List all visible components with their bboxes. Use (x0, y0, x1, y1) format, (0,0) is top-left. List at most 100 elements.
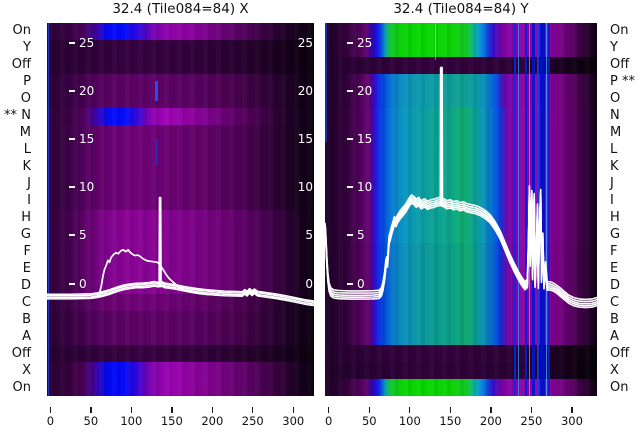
vertical-stripe-x-3 (184, 40, 186, 75)
heatmap-column-texture (47, 23, 314, 396)
xtick-label-y-150: 150 (439, 414, 462, 428)
ytick-label-x-10: 10 (79, 180, 95, 195)
vertical-stripe-x-1 (155, 80, 158, 102)
heatmap-row-e-14 (47, 260, 314, 278)
heatmap-row-off-2 (47, 56, 314, 75)
xtick-label-y-250: 250 (520, 414, 543, 428)
xtick-label-y-300: 300 (560, 414, 583, 428)
xtick-mark-x-300 (292, 407, 294, 413)
ytick-label-x-20: 20 (79, 83, 95, 98)
row-label-right-2-off: Off (610, 57, 630, 73)
ytick-dash-x-25 (69, 41, 75, 44)
series-hump (96, 248, 210, 297)
ytick-label-x-15: 15 (79, 132, 95, 147)
xtick-label-x-150: 150 (160, 414, 183, 428)
row-label-right-0-on: On (610, 23, 629, 39)
row-label-left-8-k: K (22, 159, 31, 175)
row-label-left-21-on: On (12, 379, 31, 395)
heatmap-row-off-19 (47, 345, 314, 363)
ytick-label-right-x-20: 20 (297, 83, 313, 98)
row-label-left-16-c: C (21, 294, 31, 310)
row-label-right-12-g: G (610, 226, 621, 242)
ytick-dash-x-15 (69, 138, 75, 141)
ytick-label-right-x-15: 15 (297, 132, 313, 147)
ytick-dash-y-20 (347, 89, 353, 92)
heatmap-row-a-18 (47, 328, 314, 346)
heatmap-row-f-13 (47, 243, 314, 261)
row-label-right-1-y: Y (610, 40, 618, 56)
row-label-left-13-f: F (23, 243, 31, 259)
row-label-left-17-b: B (22, 311, 31, 327)
row-label-right-21-on: On (610, 379, 629, 395)
heatmap-row-g-12 (47, 226, 314, 244)
ytick-label-y-15: 15 (357, 132, 373, 147)
row-label-right-6-m: M (610, 125, 622, 141)
row-label-right-3-p: P ** (610, 74, 635, 90)
vertical-stripe-y-4 (524, 23, 528, 396)
row-label-right-13-f: F (610, 243, 618, 259)
row-label-right-5-n: N (610, 108, 620, 124)
panel-x-heatmap: 25 25 20 20 15 15 10 10 5 5 0 0 (47, 23, 314, 396)
row-label-right-15-d: D (610, 277, 621, 293)
xtick-label-x-0: 0 (46, 414, 55, 428)
heatmap-row-p-3 (47, 73, 314, 92)
xtick-mark-y-250 (530, 407, 533, 413)
heatmap-row-j-9 (47, 175, 314, 194)
vertical-stripe-y-9 (545, 23, 547, 396)
row-label-left-9-j: J (27, 176, 31, 192)
heatmap-row-n-5 (47, 107, 314, 126)
heatmap-row-i-10 (47, 192, 314, 211)
series-spike (158, 196, 162, 288)
xtick-mark-x-200 (211, 407, 213, 413)
ytick-label-right-x-10: 10 (297, 180, 313, 195)
xtick-label-x-300: 300 (282, 414, 305, 428)
vertical-stripe-y-10 (547, 23, 551, 396)
heatmap-row-k-8 (47, 158, 314, 177)
ytick-label-right-x-25: 25 (297, 35, 313, 50)
xtick-label-y-100: 100 (398, 414, 421, 428)
row-label-left-19-off: Off (11, 345, 31, 361)
xtick-mark-y-150 (449, 407, 452, 413)
overlay-curves-x (47, 196, 314, 307)
ytick-dash-x-10 (69, 186, 75, 189)
xtick-label-x-100: 100 (120, 414, 143, 428)
ytick-label-y-25: 25 (357, 35, 373, 50)
ytick-dash-x-5 (69, 234, 75, 237)
xtick-mark-y-200 (490, 407, 492, 413)
heatmap-row-on-0 (47, 23, 314, 41)
ytick-label-right-x-5: 5 (305, 228, 313, 243)
xtick-mark-y-50 (368, 407, 370, 413)
heatmap-column-texture (325, 23, 597, 396)
row-label-left-6-m: M (19, 125, 31, 141)
series-baseline-bundle (47, 283, 314, 305)
xtick-mark-y-100 (409, 407, 411, 413)
xtick-label-y-200: 200 (479, 414, 502, 428)
ytick-label-y-0: 0 (357, 276, 365, 291)
vertical-stripe-y-2 (514, 23, 517, 396)
heatmap-row-c-16 (47, 294, 314, 312)
star-annotation-x: ** (4, 108, 17, 124)
xtick-label-x-250: 250 (241, 414, 264, 428)
row-label-left-18-a: A (22, 328, 31, 344)
row-label-left-12-g: G (20, 226, 31, 242)
row-label-left-11-h: H (21, 209, 31, 225)
row-label-right-18-a: A (610, 328, 619, 344)
vertical-stripe-y-3 (517, 23, 519, 396)
xtick-label-y-0: 0 (325, 414, 333, 428)
heatmap-row-b-17 (47, 311, 314, 329)
ytick-dash-y-5 (347, 234, 353, 237)
row-label-right-17-b: B (610, 311, 619, 327)
xtick-mark-x-0 (49, 407, 52, 413)
series-main-bundle (325, 185, 597, 301)
xtick-mark-y-0 (328, 407, 330, 413)
ytick-label-x-25: 25 (79, 35, 95, 50)
xtick-mark-x-150 (171, 407, 173, 413)
xtick-mark-x-250 (252, 407, 254, 413)
ytick-dash-y-0 (347, 282, 353, 285)
vertical-stripe-x-0 (47, 23, 50, 396)
vertical-stripe-y-8 (540, 23, 545, 396)
row-label-left-7-l: L (23, 142, 31, 158)
panel-y-heatmap: 25 20 15 10 5 0 (325, 23, 597, 396)
row-label-left-0-on: On (12, 23, 31, 39)
